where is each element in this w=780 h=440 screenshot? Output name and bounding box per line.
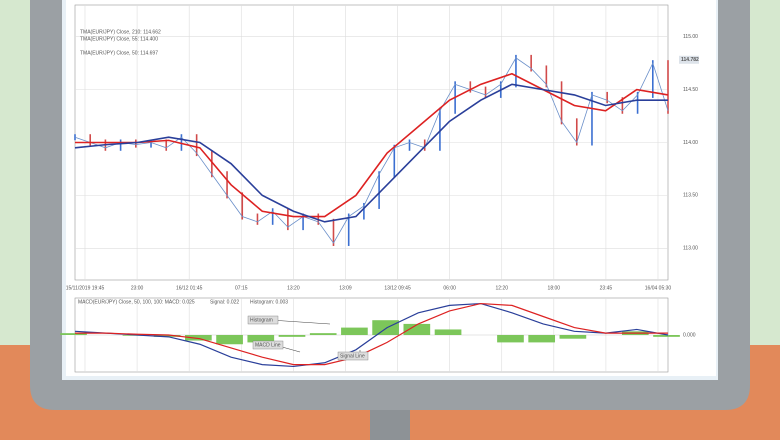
y-tick-label: 113.00 — [683, 246, 698, 252]
histogram-bar — [216, 335, 243, 345]
time-label: 16/12 01:45 — [176, 285, 203, 291]
legend-entry: TMA(EUR/JPY) Close, 55: 114.400 — [80, 36, 158, 42]
macd-header: MACD(EUR/JPY) Close, 50, 100, 100: MACD:… — [78, 299, 195, 305]
histogram-bar — [341, 327, 368, 335]
annotation-box — [252, 340, 284, 350]
time-label: 06:00 — [443, 285, 456, 291]
y-tick-label: 114.00 — [683, 140, 698, 146]
histogram-bar — [60, 333, 87, 335]
time-label: 13/12 09:45 — [384, 285, 411, 291]
histogram-bar — [497, 335, 524, 343]
histogram-bar — [278, 335, 306, 337]
histogram-bar — [153, 335, 181, 337]
macd-line — [74, 302, 669, 368]
macd-header-signal: Signal: 0.022 — [210, 299, 239, 305]
annotation-box — [337, 351, 369, 361]
time-label: 23:00 — [131, 285, 144, 291]
histogram-bar — [372, 320, 399, 335]
annotation: Histogram — [250, 317, 273, 323]
signal-line — [75, 302, 668, 366]
current-price: 114.782 — [681, 57, 699, 63]
price-line — [74, 57, 669, 244]
y-tick-label: 114.50 — [683, 87, 698, 93]
ma-blue — [74, 83, 668, 223]
y-tick-label: 115.00 — [683, 34, 698, 40]
chart-window — [66, 0, 716, 376]
legend-entry: TMA(EUR/JPY) Close, 210: 114.662 — [80, 29, 161, 35]
annotation-pointer — [269, 319, 331, 325]
current-price-box — [679, 55, 699, 64]
histogram-bar — [403, 323, 431, 335]
histogram-bar — [247, 335, 275, 343]
legend-entry: TMA(EUR/JPY) Close, 50: 114.697 — [80, 50, 158, 56]
monitor-stand — [370, 405, 410, 440]
y-tick-label: 0.000 — [683, 332, 696, 338]
time-label: 13:09 — [339, 285, 352, 291]
histogram-bar — [653, 335, 680, 337]
histogram-bar — [309, 333, 337, 335]
y-tick-label: 113.50 — [683, 193, 698, 199]
annotation-box — [247, 315, 279, 325]
histogram-bar — [185, 335, 212, 341]
chart: 15/11/2019 19:45 23:00 16/12 01:45 07:15 13:… — [60, 5, 699, 372]
annotation: MACD Line — [255, 342, 281, 348]
macd-header-hist: Histogram: 0.003 — [250, 299, 288, 305]
time-label: 15/11/2019 19:45 — [66, 285, 105, 291]
histogram-bar — [434, 329, 462, 335]
time-label: 07:15 — [235, 285, 248, 291]
time-label: 13:20 — [287, 285, 300, 291]
time-label: 23:45 — [600, 285, 613, 291]
histogram-bar — [528, 335, 556, 343]
ma-red — [75, 72, 669, 218]
time-label: 16/04 05:30 — [645, 285, 672, 291]
time-label: 18:00 — [548, 285, 561, 291]
annotation: Signal Line — [340, 353, 365, 359]
time-label: 12:20 — [495, 285, 508, 291]
histogram-bar — [559, 335, 587, 339]
